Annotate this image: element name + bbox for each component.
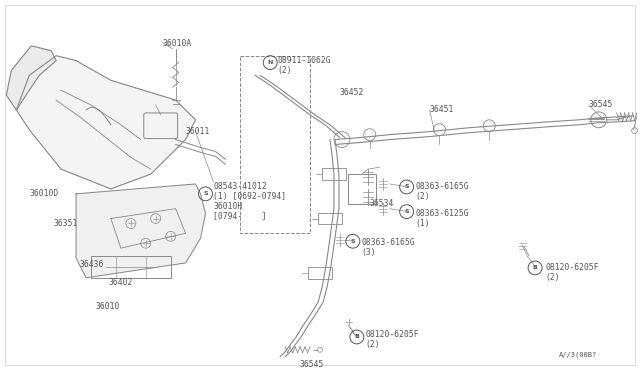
Text: 36010D: 36010D [29, 189, 58, 198]
Text: 08543-41012: 08543-41012 [214, 182, 267, 191]
Text: [0794-    ]: [0794- ] [214, 212, 267, 221]
Bar [318, 213, 342, 224]
Text: 36545: 36545 [589, 100, 613, 109]
Text: (3): (3) [362, 248, 376, 257]
Text: 08120-6205F: 08120-6205F [545, 263, 598, 272]
Text: 36010A: 36010A [163, 39, 192, 48]
Polygon shape [76, 184, 205, 278]
Text: (2): (2) [415, 192, 430, 201]
Text: 36545: 36545 [299, 360, 323, 369]
Text: S: S [203, 191, 208, 196]
Text: 36010: 36010 [96, 302, 120, 311]
Text: (1) [0692-0794]: (1) [0692-0794] [214, 192, 287, 201]
Text: 08363-6165G: 08363-6165G [362, 238, 415, 247]
Text: (2): (2) [277, 65, 292, 74]
Text: 36402: 36402 [109, 278, 133, 287]
Bar [308, 267, 332, 279]
Text: S: S [404, 185, 409, 189]
Text: 36351: 36351 [53, 218, 77, 228]
Text: 36451: 36451 [429, 105, 454, 114]
Text: 08911-1062G: 08911-1062G [277, 56, 331, 65]
Text: B: B [532, 265, 538, 270]
Text: 36534: 36534 [370, 199, 394, 208]
Text: (1): (1) [415, 218, 430, 228]
Bar [322, 168, 346, 180]
Text: 08120-6205F: 08120-6205F [366, 330, 419, 339]
Text: 36452: 36452 [340, 88, 364, 97]
Text: (2): (2) [366, 340, 380, 349]
Text: 36436: 36436 [79, 260, 104, 269]
Text: 08363-6125G: 08363-6125G [415, 209, 469, 218]
Text: 36010H: 36010H [214, 202, 243, 211]
Text: 08363-6165G: 08363-6165G [415, 182, 469, 191]
Text: S: S [404, 209, 409, 214]
Text: 36011: 36011 [186, 127, 210, 136]
Bar [91, 256, 171, 278]
Text: N: N [268, 60, 273, 65]
Polygon shape [6, 46, 56, 110]
Text: A//3(00B?: A//3(00B? [559, 352, 597, 358]
Text: B: B [355, 334, 359, 340]
Text: S: S [351, 239, 355, 244]
Bar [348, 174, 376, 204]
Text: (2): (2) [545, 273, 559, 282]
Polygon shape [17, 56, 196, 189]
